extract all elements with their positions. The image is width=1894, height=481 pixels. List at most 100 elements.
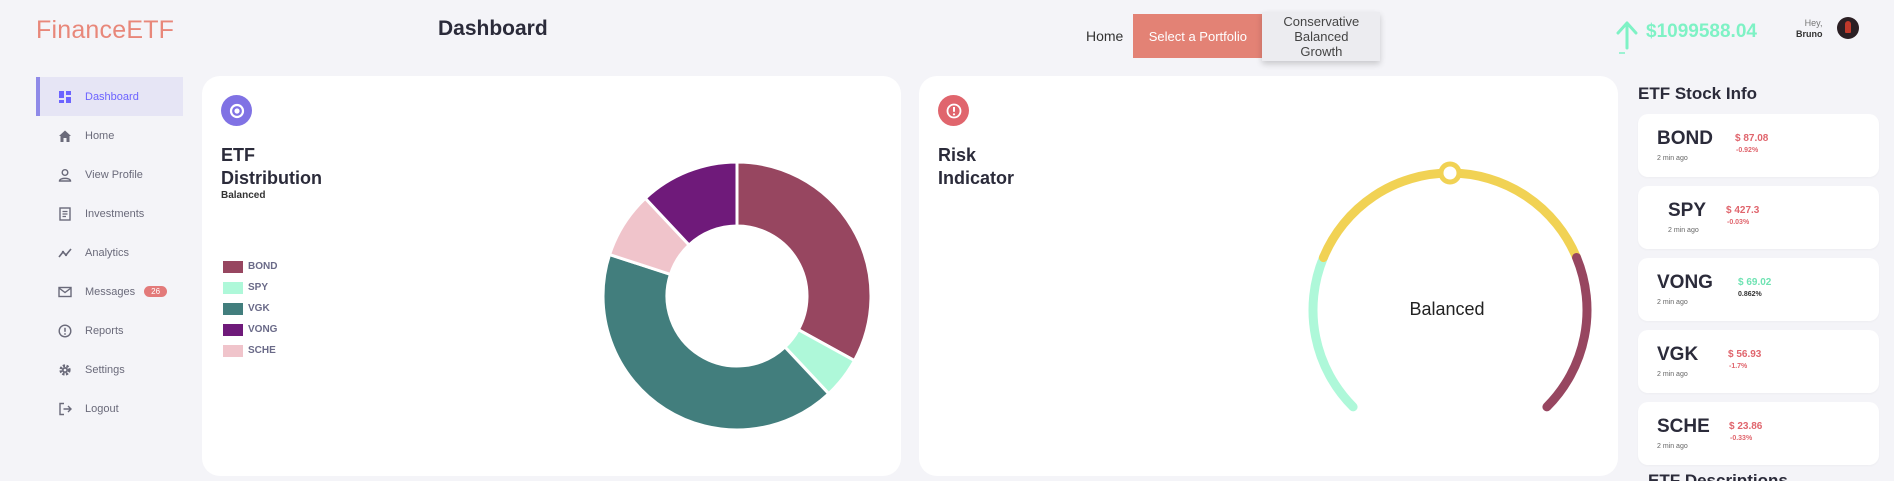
alert-icon [938, 95, 969, 126]
portfolio-option-growth[interactable]: Growth [1300, 43, 1343, 59]
etf-updated-time: 2 min ago [1657, 299, 1688, 306]
risk-title-line2: Indicator [938, 168, 1015, 188]
legend-item-sche: SCHE [223, 340, 277, 361]
donut-slice-vong[interactable] [643, 160, 739, 248]
trend-icon [58, 246, 72, 260]
legend-label: VONG [248, 324, 278, 335]
mail-icon [58, 285, 72, 299]
sidebar: Dashboard Home View Profile Investments … [36, 77, 183, 428]
legend-label: SCHE [248, 345, 276, 356]
distribution-subtitle: Balanced [221, 190, 266, 201]
etf-change: -0.03% [1727, 219, 1750, 226]
logout-icon [58, 402, 72, 416]
etf-stock-info-title: ETF Stock Info [1638, 84, 1757, 103]
distribution-title: ETF Distribution [221, 144, 322, 190]
etf-card-spy[interactable]: SPY 2 min ago $ 427.3 -0.03% [1638, 186, 1879, 249]
risk-title: Risk Indicator [938, 144, 1014, 190]
etf-change: -1.7% [1729, 363, 1748, 370]
portfolio-option-balanced[interactable]: Balanced [1294, 28, 1349, 44]
etf-card-sche[interactable]: SCHE 2 min ago $ 23.86 -0.33% [1638, 402, 1879, 465]
legend-swatch [223, 344, 243, 357]
etf-price: $ 87.08 [1735, 133, 1769, 144]
etf-price: $ 23.86 [1729, 421, 1763, 432]
home-icon [58, 129, 72, 143]
legend-item-spy: SPY [223, 277, 277, 298]
gauge-indicator-knob [1438, 161, 1462, 185]
etf-price: $ 56.93 [1728, 349, 1762, 360]
sidebar-item-label: Reports [85, 324, 124, 337]
sidebar-item-investments[interactable]: Investments [36, 194, 183, 233]
greeting-text: Hey, [1804, 18, 1823, 28]
balance-amount: $1099588.04 [1646, 21, 1757, 42]
etf-card-vgk[interactable]: VGK 2 min ago $ 56.93 -1.7% [1638, 330, 1879, 393]
avatar[interactable] [1837, 17, 1859, 39]
etf-updated-time: 2 min ago [1657, 443, 1688, 450]
etf-updated-time: 2 min ago [1657, 155, 1688, 162]
etf-change: -0.92% [1736, 147, 1759, 154]
sidebar-item-label: View Profile [85, 168, 143, 181]
risk-level-label: Balanced [1409, 299, 1485, 319]
legend-swatch [223, 260, 243, 273]
risk-indicator-card: Risk Indicator [919, 76, 1618, 476]
gear-icon [58, 363, 72, 377]
legend-item-bond: BOND [223, 256, 277, 277]
sidebar-item-home[interactable]: Home [36, 116, 183, 155]
risk-gauge [1308, 161, 1592, 412]
distribution-title-line1: ETF [221, 145, 255, 165]
home-link[interactable]: Home [1086, 28, 1124, 44]
legend-label: VGK [248, 303, 270, 314]
person-icon [58, 168, 72, 182]
etf-change: 0.862% [1738, 291, 1762, 298]
refresh-icon [221, 95, 252, 126]
legend-swatch [223, 281, 243, 294]
account-balance: $1099588.04 [1616, 20, 1757, 56]
etf-descriptions-title: ETF Descriptions [1648, 472, 1788, 481]
sidebar-item-analytics[interactable]: Analytics [36, 233, 183, 272]
etf-price: $ 427.3 [1726, 205, 1760, 216]
user-greeting: Hey, Bruno [1796, 18, 1823, 40]
risk-title-line1: Risk [938, 145, 977, 165]
sidebar-item-view-profile[interactable]: View Profile [36, 155, 183, 194]
etf-symbol: VGK [1657, 344, 1699, 365]
sidebar-item-settings[interactable]: Settings [36, 350, 183, 389]
sidebar-item-messages[interactable]: Messages 26 [36, 272, 183, 311]
donut-slice-vgk[interactable] [601, 252, 831, 432]
etf-symbol: SCHE [1657, 416, 1710, 437]
select-portfolio-button[interactable]: Select a Portfolio [1133, 14, 1263, 58]
etf-updated-time: 2 min ago [1657, 371, 1688, 378]
gauge-arc-mid [1318, 168, 1582, 263]
brand-logo[interactable]: FinanceETF [36, 16, 175, 44]
etf-distribution-donut-chart [601, 160, 873, 432]
donut-slice-bond[interactable] [735, 160, 873, 363]
legend-item-vgk: VGK [223, 298, 277, 319]
dashboard-icon [58, 90, 72, 104]
legend-swatch [223, 323, 243, 336]
top-nav: Home Select a Portfolio Conservative Bal… [1086, 11, 1381, 61]
user-name: Bruno [1796, 29, 1823, 39]
sidebar-item-label: Analytics [85, 246, 130, 259]
etf-card-vong[interactable]: VONG 2 min ago $ 69.02 0.862% [1638, 258, 1879, 321]
distribution-title-line2: Distribution [221, 168, 322, 188]
sidebar-item-logout[interactable]: Logout [36, 389, 183, 428]
sidebar-item-label: Logout [85, 402, 119, 415]
etf-symbol: SPY [1668, 200, 1707, 221]
etf-symbol: VONG [1657, 272, 1713, 293]
up-arrow-icon [1616, 21, 1638, 54]
legend-swatch [223, 302, 243, 315]
legend-label: SPY [248, 282, 269, 293]
messages-count-badge: 26 [144, 286, 168, 297]
sidebar-item-label: Settings [85, 363, 125, 376]
gauge-arc-high [1542, 253, 1592, 412]
gauge-arc-low [1308, 253, 1358, 412]
chart-legend: BOND SPY VGK VONG SCHE [223, 256, 277, 361]
etf-card-bond[interactable]: BOND 2 min ago $ 87.08 -0.92% [1638, 114, 1879, 177]
legend-label: BOND [248, 261, 278, 272]
etf-symbol: BOND [1657, 128, 1713, 149]
sidebar-item-dashboard[interactable]: Dashboard [36, 77, 183, 116]
etf-distribution-card: ETF Distribution Balanced BOND SPY VGK V… [202, 76, 901, 476]
sidebar-item-label: Investments [85, 207, 145, 220]
portfolio-dropdown: Conservative Balanced Growth [1262, 11, 1381, 61]
sidebar-item-reports[interactable]: Reports [36, 311, 183, 350]
sidebar-item-label: Messages [85, 285, 136, 298]
portfolio-option-conservative[interactable]: Conservative [1283, 13, 1360, 29]
